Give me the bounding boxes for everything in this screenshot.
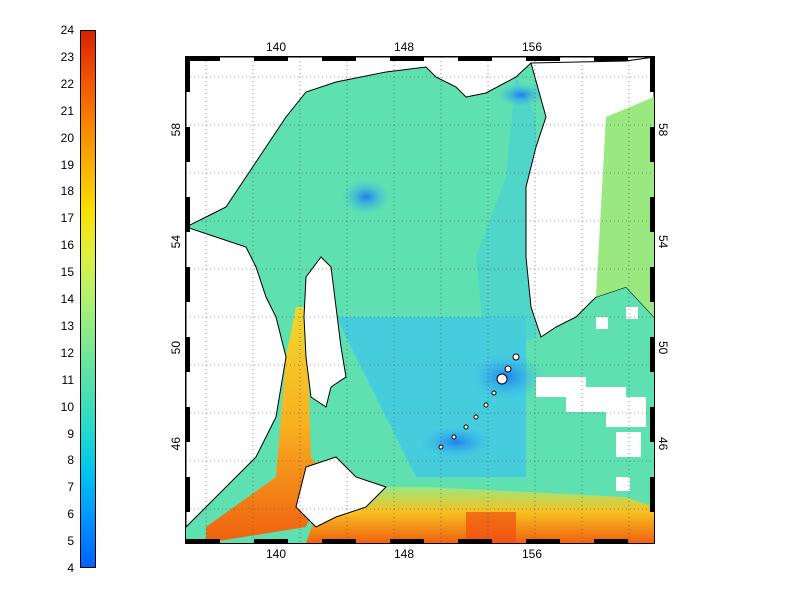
lat-tick-right: 58 [656, 123, 670, 137]
frame-bar [390, 57, 424, 61]
land-sakhalin [303, 256, 347, 408]
frame-bar [526, 539, 560, 543]
colorbar-label: 8 [67, 453, 74, 468]
frame-bar [186, 57, 220, 61]
colorbar-label: 5 [67, 534, 74, 549]
frame-bar [390, 539, 424, 543]
lon-tick-bottom: 148 [394, 547, 415, 561]
colorbar-label: 7 [67, 480, 74, 495]
lat-tick-left: 50 [169, 341, 183, 355]
lat-tick-left: 46 [169, 437, 183, 451]
frame-bar [526, 57, 560, 61]
frame-bar [650, 407, 654, 442]
colorbar [80, 30, 96, 568]
frame-bar [186, 337, 190, 372]
colorbar-label: 11 [61, 372, 74, 387]
cool-region-east [476, 77, 536, 357]
frame-bar [186, 477, 190, 512]
colorbar-label: 9 [67, 426, 74, 441]
land-mainland-asia [186, 226, 287, 528]
colorbar-label: 6 [67, 507, 74, 522]
lat-tick-right: 46 [656, 437, 670, 451]
frame-bar [254, 57, 288, 61]
frame-bar [594, 57, 628, 61]
frame-bar [650, 267, 654, 302]
frame-bar [650, 197, 654, 232]
colorbar-label: 10 [60, 399, 74, 414]
colorbar-label: 23 [60, 49, 74, 64]
frame-bar [186, 57, 190, 92]
frame-bar [186, 127, 190, 162]
colorbar-label: 24 [60, 23, 74, 37]
frame-bar [594, 539, 628, 543]
colorbar-label: 15 [60, 265, 74, 280]
frame-bar [650, 477, 654, 512]
frame-bar [650, 337, 654, 372]
frame-bar [322, 539, 356, 543]
frame-bar [186, 407, 190, 442]
lon-tick-bottom: 140 [266, 547, 287, 561]
colorbar-label: 21 [60, 103, 74, 118]
cold-spot-south [416, 424, 496, 460]
colorbar-label: 17 [60, 211, 74, 226]
colorbar-label: 20 [60, 130, 74, 145]
colorbar-label: 16 [60, 238, 74, 253]
lat-tick-right: 54 [656, 235, 670, 249]
cold-spot-shelikhov [496, 83, 546, 107]
map-panel [185, 56, 655, 544]
colorbar-label: 18 [60, 184, 74, 199]
colorbar-label: 14 [60, 292, 74, 306]
warm-region-japan-sea [206, 307, 326, 543]
sea-bering-east [596, 97, 654, 317]
frame-bar [322, 57, 356, 61]
frame-bar [186, 267, 190, 302]
no-data-patches [536, 307, 646, 491]
lat-tick-left: 58 [169, 123, 183, 137]
cold-spot-north [341, 179, 391, 215]
frame-bar [254, 539, 288, 543]
colorbar-label: 22 [60, 76, 74, 91]
map-frame-ticks [186, 57, 654, 543]
lon-tick-top: 156 [522, 40, 543, 54]
lon-tick-top: 140 [266, 40, 287, 54]
frame-bar [650, 57, 654, 92]
lon-tick-top: 148 [394, 40, 415, 54]
colorbar-label: 12 [60, 345, 74, 360]
frame-bar [186, 539, 220, 543]
colorbar-label: 13 [60, 318, 74, 333]
colorbar-label: 4 [67, 561, 74, 575]
sst-map [186, 57, 654, 543]
lat-tick-left: 54 [169, 235, 183, 249]
frame-bar [458, 57, 492, 61]
frame-bar [458, 539, 492, 543]
lon-tick-bottom: 156 [522, 547, 543, 561]
colorbar-label: 19 [60, 157, 74, 172]
frame-bar [650, 127, 654, 162]
land-hokkaido [295, 456, 387, 528]
lat-tick-right: 50 [656, 341, 670, 355]
frame-bar [186, 197, 190, 232]
hot-spot [466, 512, 516, 543]
